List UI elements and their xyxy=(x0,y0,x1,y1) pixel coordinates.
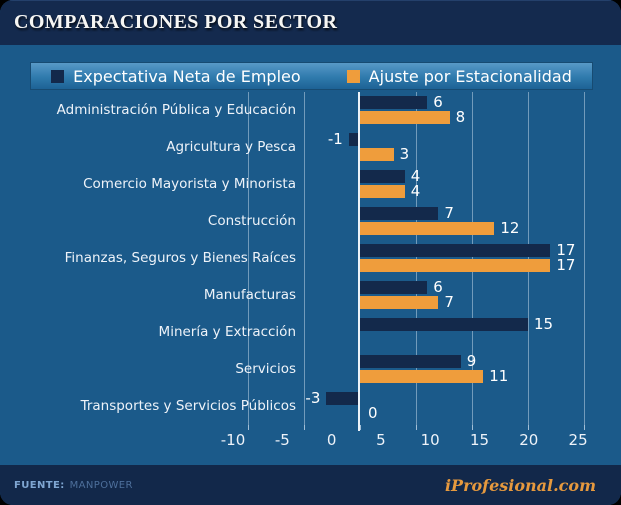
value-label: 4 xyxy=(410,182,421,200)
legend-item: Ajuste por Estacionalidad xyxy=(346,66,572,86)
orange-bar xyxy=(360,259,551,272)
category-label: Administración Pública y Educación xyxy=(56,102,296,118)
orange-bar xyxy=(360,148,394,161)
axis-tickmark xyxy=(584,425,585,430)
navy-swatch-icon xyxy=(51,69,65,83)
chart-legend: Expectativa Neta de Empleo Ajuste por Est… xyxy=(30,62,593,90)
orange-bar xyxy=(360,222,495,235)
value-label: -1 xyxy=(327,130,343,148)
axis-tick-label: 10 xyxy=(420,431,440,449)
axis-tick-label: -10 xyxy=(220,431,246,449)
value-label: 9 xyxy=(466,352,477,370)
navy-bar xyxy=(360,207,439,220)
value-label: 7 xyxy=(444,204,454,222)
axis-tickmark xyxy=(360,425,361,430)
value-label: 3 xyxy=(399,145,410,163)
value-label: 17 xyxy=(556,256,576,274)
axis-tick-label: 5 xyxy=(376,431,386,449)
category-label: Minería y Extracción xyxy=(158,324,296,340)
navy-bar xyxy=(360,244,551,257)
orange-bar xyxy=(360,185,405,198)
value-label: 17 xyxy=(556,241,576,259)
category-label: Manufacturas xyxy=(203,287,296,303)
source-value: MANPOWER xyxy=(69,479,133,491)
axis-tickmark xyxy=(528,425,529,430)
navy-bar xyxy=(360,318,528,331)
category-label: Transportes y Servicios Públicos xyxy=(80,398,296,414)
navy-bar xyxy=(348,133,360,146)
value-label: -3 xyxy=(305,389,321,407)
navy-bar xyxy=(360,170,405,183)
value-label: 6 xyxy=(433,93,443,111)
category-label: Comercio Mayorista y Minorista xyxy=(83,176,296,192)
value-label: 4 xyxy=(410,167,421,185)
gridline xyxy=(416,92,417,425)
gridline xyxy=(304,92,305,425)
orange-bar xyxy=(360,370,484,383)
axis-tick-label: 20 xyxy=(519,431,539,449)
legend-label: Expectativa Neta de Empleo xyxy=(73,66,301,86)
navy-bar xyxy=(360,96,428,109)
value-label: 15 xyxy=(534,315,554,333)
title-bar: COMPARACIONES POR SECTOR xyxy=(0,0,621,45)
value-label: 0 xyxy=(368,404,378,422)
axis-tick-label: 0 xyxy=(326,431,337,449)
value-label: 11 xyxy=(489,367,509,385)
source-label: FUENTE: xyxy=(14,479,65,491)
navy-bar xyxy=(360,355,461,368)
category-label: Agricultura y Pesca xyxy=(166,139,296,155)
axis-tick-label: 25 xyxy=(568,431,588,449)
orange-bar xyxy=(360,296,439,309)
zero-axis-line xyxy=(358,92,360,431)
category-label: Finanzas, Seguros y Bienes Raíces xyxy=(64,250,296,266)
category-label: Servicios xyxy=(235,361,296,377)
axis-tick-label: 15 xyxy=(469,431,490,449)
navy-bar xyxy=(326,392,360,405)
gridline xyxy=(528,92,529,425)
value-label: 6 xyxy=(433,278,443,296)
legend-label: Ajuste por Estacionalidad xyxy=(368,66,572,86)
gridline xyxy=(248,92,249,425)
value-label: 12 xyxy=(500,219,520,237)
source-credit: FUENTE: MANPOWER xyxy=(14,480,133,491)
page-title: COMPARACIONES POR SECTOR xyxy=(14,11,338,33)
axis-tickmark xyxy=(248,425,249,430)
footer-bar: FUENTE: MANPOWER iProfesional.com xyxy=(0,465,621,505)
axis-tickmark xyxy=(304,425,305,430)
value-label: 7 xyxy=(444,293,454,311)
axis-tick-label: -5 xyxy=(274,431,290,449)
brand-logo: iProfesional.com xyxy=(444,475,596,495)
navy-bar xyxy=(360,281,428,294)
legend-item: Expectativa Neta de Empleo xyxy=(51,67,301,86)
orange-swatch-icon xyxy=(346,69,360,83)
value-label: 8 xyxy=(455,108,466,126)
orange-bar xyxy=(360,111,450,124)
category-label: Construcción xyxy=(207,213,296,229)
axis-tickmark xyxy=(416,425,417,430)
gridline xyxy=(472,92,473,425)
axis-tickmark xyxy=(472,425,473,430)
gridline xyxy=(584,92,585,425)
bar-chart-plot: -10 -5 0 5 10 15 20 25 Administración Pública y … xyxy=(0,92,621,449)
